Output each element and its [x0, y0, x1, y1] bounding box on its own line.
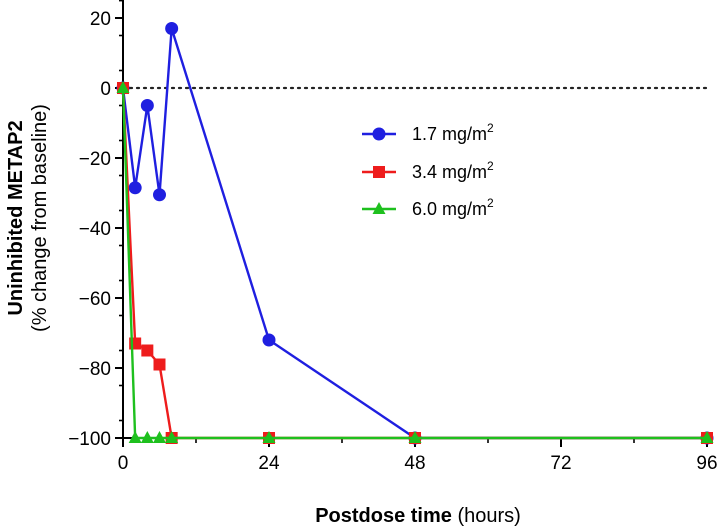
- data-point: [153, 431, 166, 443]
- legend-label: 1.7 mg/m2: [412, 121, 494, 144]
- legend-label-superscript: 2: [487, 196, 494, 210]
- data-point: [408, 431, 422, 443]
- data-point: [165, 22, 179, 35]
- x-axis-title-main: Postdose time: [315, 505, 452, 527]
- y-tick-label: 20: [90, 9, 111, 30]
- data-point: [140, 99, 154, 112]
- x-tick-label: 24: [258, 453, 280, 474]
- legend-label: 6.0 mg/m2: [412, 196, 494, 219]
- y-tick-label: −20: [79, 149, 111, 170]
- legend-item: 1.7 mg/m2: [362, 121, 494, 144]
- x-tick-label: 72: [550, 453, 571, 474]
- data-point: [165, 431, 179, 443]
- x-tick-label: 96: [696, 453, 717, 474]
- legend-item: 6.0 mg/m2: [362, 196, 494, 219]
- data-point: [153, 188, 166, 202]
- y-axis-subtitle: (% change from baseline): [29, 104, 51, 332]
- series-triangle: [116, 81, 714, 443]
- legend-label-superscript: 2: [487, 159, 494, 173]
- data-point: [262, 333, 276, 347]
- legend-label-text: 1.7 mg/m: [412, 124, 487, 144]
- series-circle: [116, 22, 714, 445]
- y-tick-label: −100: [68, 429, 111, 450]
- series-layer: [116, 22, 714, 445]
- data-point: [140, 431, 154, 443]
- data-point: [153, 358, 166, 371]
- series-line: [121, 28, 707, 440]
- x-axis-title: Postdose time (hours): [315, 505, 521, 527]
- y-tick-label: −60: [79, 289, 111, 310]
- data-point: [128, 181, 142, 195]
- data-point: [700, 431, 714, 443]
- legend-marker: [372, 202, 386, 214]
- legend: 1.7 mg/m23.4 mg/m26.0 mg/m2: [362, 121, 494, 219]
- y-axis-title: Uninhibited METAP2: [5, 120, 27, 315]
- data-point: [116, 81, 130, 93]
- data-point: [141, 344, 154, 357]
- data-point: [128, 431, 142, 443]
- y-tick-label: −80: [79, 359, 111, 380]
- x-tick-label: 48: [404, 453, 425, 474]
- legend-item: 3.4 mg/m2: [362, 159, 494, 182]
- legend-marker: [372, 127, 386, 141]
- y-tick-label: 0: [100, 79, 111, 100]
- x-tick-label: 0: [118, 453, 129, 474]
- y-tick-label: −40: [79, 219, 111, 240]
- legend-label-superscript: 2: [487, 121, 494, 135]
- legend-marker: [373, 166, 385, 178]
- x-axis-title-unit: (hours): [452, 505, 521, 527]
- legend-label-text: 6.0 mg/m: [412, 199, 487, 219]
- data-point: [262, 431, 276, 443]
- legend-label-text: 3.4 mg/m: [412, 162, 487, 182]
- legend-label: 3.4 mg/m2: [412, 159, 494, 182]
